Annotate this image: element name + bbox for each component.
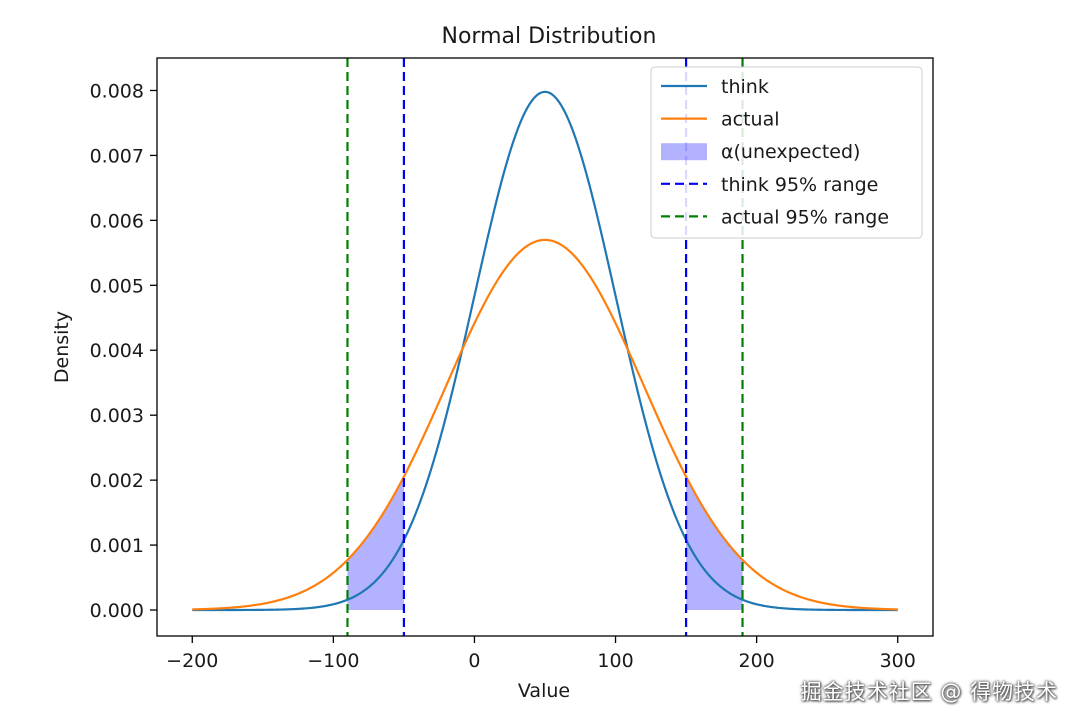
y-tick-label: 0.008	[90, 80, 144, 102]
vlines-layer	[346, 58, 744, 636]
x-axis-label: Value	[518, 680, 570, 702]
legend-label-unexpected: α(unexpected)	[721, 141, 860, 163]
y-tick-label: 0.001	[90, 535, 144, 557]
alpha-fill-region-1	[347, 476, 404, 611]
x-tick-label: 300	[880, 650, 916, 672]
chart-title: Normal Distribution	[442, 24, 657, 49]
x-tick-label: 200	[739, 650, 775, 672]
plot-frame	[156, 57, 934, 637]
y-tick-label: 0.006	[90, 210, 144, 232]
legend-label-think: think	[721, 76, 769, 98]
fills-layer	[347, 476, 743, 611]
y-tick-label: 0.007	[90, 145, 144, 167]
x-tick-label: 0	[468, 650, 480, 672]
y-tick-label: 0.005	[90, 275, 144, 297]
y-axis-label: Density	[51, 311, 73, 383]
alpha-fill-region-2	[686, 476, 743, 611]
y-tick-label: 0.000	[90, 600, 144, 622]
y-tick-label: 0.002	[90, 470, 144, 492]
legend-entries: think actual α(unexpected) think 95% range a…	[661, 76, 889, 228]
series-line-think	[192, 90, 898, 612]
curves-layer	[192, 90, 898, 612]
legend: think actual α(unexpected) think 95% range a…	[650, 66, 923, 239]
y-axis: 0.000 0.001 0.002 0.003 0.004 0.005 0.006 0.007…	[90, 80, 157, 622]
x-tick-label: −100	[307, 650, 359, 672]
legend-label-think-95-range: think 95% range	[721, 174, 878, 196]
legend-label-actual-95-range: actual 95% range	[721, 206, 889, 228]
y-tick-label: 0.003	[90, 405, 144, 427]
x-tick-label: −200	[166, 650, 218, 672]
legend-swatch-unexpected	[661, 143, 707, 161]
y-tick-label: 0.004	[90, 340, 144, 362]
x-tick-label: 100	[597, 650, 633, 672]
series-line-actual	[192, 238, 898, 611]
legend-box	[650, 66, 923, 239]
x-axis: −200 −100 0 100 200 300	[166, 636, 916, 672]
legend-label-actual: actual	[721, 109, 780, 131]
watermark-text: 掘金技术社区 @ 得物技术	[800, 680, 1058, 704]
